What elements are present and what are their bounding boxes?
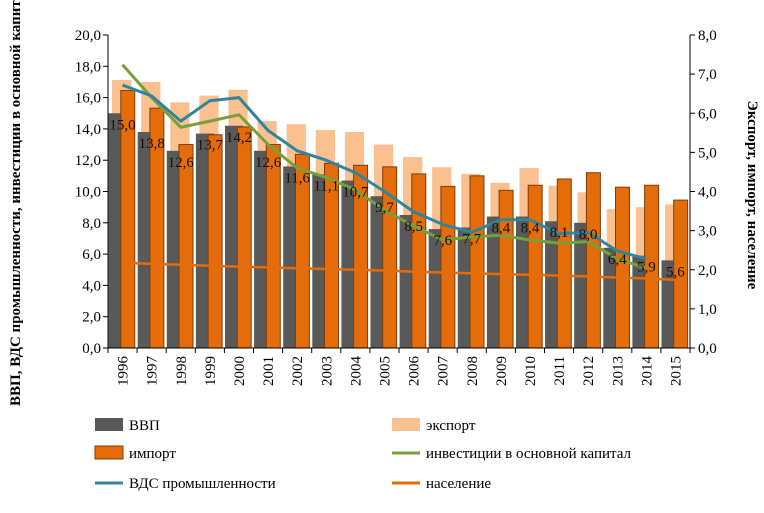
gdp-data-label: 8,1: [550, 225, 569, 241]
right-tick-label: 2,0: [698, 263, 717, 279]
bar-import-2008: [469, 175, 485, 349]
bar-import-2011: [556, 178, 572, 349]
bar-import-2006: [411, 173, 427, 349]
bar-import-2007: [440, 185, 456, 349]
x-tick-label: 2007: [436, 356, 452, 387]
right-tick-label: 7,0: [698, 67, 717, 83]
data-labels-layer: 15,013,812,613,7 14,212,611,6 11,1 10,79,78…: [109, 117, 685, 280]
left-tick-label: 18,0: [75, 59, 101, 75]
right-axis-title: Экспорт, импорт, население: [744, 101, 760, 290]
gdp-data-label: 11,6: [284, 171, 310, 187]
legend-swatch: [392, 418, 420, 431]
x-tick-label: 2014: [639, 356, 655, 387]
gdp-data-label: 6,4: [608, 252, 627, 268]
x-tick-label: 2004: [348, 356, 364, 387]
legend: ВВП экспорт импорт инвестиции в основной ка…: [94, 418, 632, 492]
gdp-data-label: 12,6: [255, 155, 282, 171]
gdp-data-label: 10,7: [342, 185, 369, 201]
left-tick-label: 10,0: [75, 185, 101, 201]
left-tick-label: 4,0: [82, 278, 101, 294]
x-tick-label: 2002: [290, 356, 306, 386]
left-tick-label: 8,0: [82, 216, 101, 232]
legend-label: импорт: [129, 446, 176, 462]
x-tick-label: 2006: [407, 356, 423, 387]
bars-layer: [108, 79, 689, 349]
line-инвестиции-в-основной-капитал: [121, 63, 647, 270]
left-tick-label: 14,0: [75, 122, 101, 138]
gdp-data-label: 7,6: [433, 233, 452, 249]
legend-label: население: [426, 476, 491, 492]
x-tick-label: 1999: [203, 356, 219, 386]
x-tick-label: 1996: [116, 356, 132, 387]
axes-layer: 0,0 2,0 4,0 6,0 8,0 10,0 12,0 14,0 16,0 18,0 20,0 0…: [75, 28, 717, 386]
bar-import-1999: [207, 134, 223, 349]
gdp-data-label: 14,2: [226, 130, 252, 146]
left-tick-label: 0,0: [82, 341, 101, 357]
bar-import-2010: [527, 184, 543, 349]
bar-import-2009: [498, 189, 514, 349]
x-tick-label: 2011: [552, 356, 568, 385]
left-tick-label: 16,0: [75, 91, 101, 107]
bar-import-1998: [178, 144, 194, 349]
legend-label: экспорт: [426, 418, 476, 434]
x-tick-label: 2015: [668, 356, 684, 386]
right-tick-label: 1,0: [698, 302, 717, 318]
x-tick-label: 1997: [145, 356, 161, 387]
line-ВДС-промышленности: [121, 83, 647, 261]
right-tick-label: 3,0: [698, 224, 717, 240]
x-tick-label: 2009: [494, 356, 510, 386]
gdp-data-label: 8,5: [404, 219, 423, 235]
right-tick-label: 6,0: [698, 106, 717, 122]
gdp-data-label: 12,6: [168, 155, 195, 171]
right-tick-label: 4,0: [698, 185, 717, 201]
x-tick-label: 2003: [319, 356, 335, 386]
bar-import-2000: [236, 126, 252, 349]
legend-swatch: [94, 445, 124, 460]
x-tick-label: 1998: [174, 356, 190, 386]
right-tick-label: 8,0: [698, 28, 717, 44]
x-tick-label: 2000: [232, 356, 248, 386]
gdp-data-label: 7,7: [462, 232, 481, 248]
gdp-data-label: 15,0: [109, 117, 135, 133]
x-tick-label: 2001: [261, 356, 277, 386]
legend-label: ВВП: [129, 418, 160, 434]
x-tick-label: 2012: [581, 356, 597, 386]
left-axis-title: ВВП, ВДС промышленности, инвестиции в ос…: [8, 0, 24, 406]
legend-label: ВДС промышленности: [129, 476, 276, 492]
gdp-data-label: 5,9: [637, 260, 656, 276]
x-tick-label: 2013: [610, 356, 626, 386]
legend-label: инвестиции в основной капитал: [426, 446, 632, 462]
gdp-data-label: 8,4: [521, 221, 540, 237]
left-tick-label: 6,0: [82, 247, 101, 263]
gdp-data-label: 8,4: [492, 221, 511, 237]
gdp-data-label: 13,8: [139, 136, 165, 152]
gdp-data-label: 5,6: [666, 264, 685, 280]
bar-import-2012: [585, 172, 601, 349]
line-население: [122, 261, 676, 282]
bar-import-2001: [265, 144, 281, 349]
gdp-data-label: 11,1: [313, 178, 339, 194]
x-tick-label: 2005: [378, 356, 394, 386]
x-tick-label: 2008: [465, 356, 481, 386]
legend-swatch: [95, 418, 123, 431]
left-tick-label: 2,0: [82, 310, 101, 326]
x-tick-label: 2010: [523, 356, 539, 386]
right-tick-label: 0,0: [698, 341, 717, 357]
left-tick-label: 12,0: [75, 153, 101, 169]
right-tick-label: 5,0: [698, 145, 717, 161]
gdp-data-label: 13,7: [197, 138, 224, 154]
lines-layer: [121, 63, 676, 282]
gdp-data-label: 9,7: [375, 200, 394, 216]
gdp-data-label: 8,0: [579, 227, 598, 243]
left-tick-label: 20,0: [75, 28, 101, 44]
